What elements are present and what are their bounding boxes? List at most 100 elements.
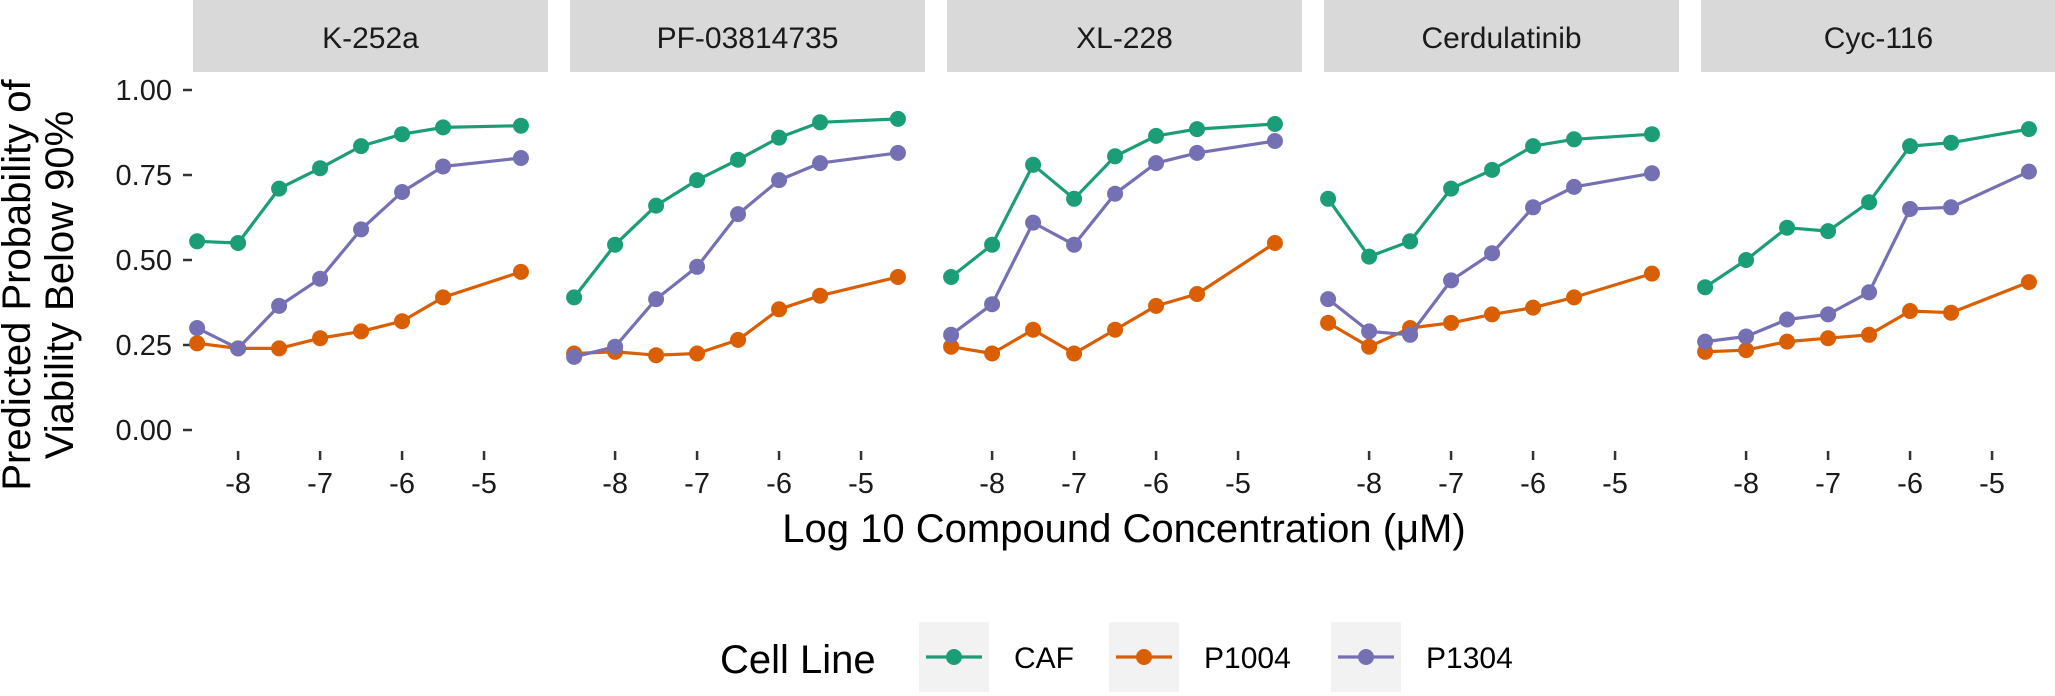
data-point-caf: [1820, 223, 1837, 240]
facet-strip-label: XL-228: [1076, 22, 1173, 55]
data-point-caf: [1697, 279, 1714, 296]
data-point-caf: [730, 151, 747, 168]
data-point-p1004: [1189, 286, 1206, 302]
facet-panel: XL-228 -8 -7 -6 -5: [943, 0, 1302, 500]
x-tick-label: -6: [389, 468, 415, 500]
facet-strip-label: Cyc-116: [1824, 22, 1933, 55]
data-point-caf: [984, 236, 1001, 253]
data-point-p1304: [1320, 291, 1337, 308]
data-point-caf: [1779, 219, 1796, 236]
facet-strip: [570, 0, 925, 72]
data-point-p1004: [312, 330, 329, 347]
facet-strip: [947, 0, 1302, 72]
data-point-caf: [607, 236, 624, 253]
data-point-p1304: [1025, 214, 1042, 231]
data-point-p1304: [1107, 185, 1124, 202]
data-point-p1004: [435, 289, 452, 306]
data-point-caf: [1025, 156, 1042, 173]
x-tick-label: -5: [1225, 468, 1251, 500]
data-point-p1304: [189, 320, 206, 336]
data-point-caf: [689, 172, 706, 189]
data-point-p1004: [1643, 265, 1660, 282]
data-point-p1304: [2020, 163, 2037, 180]
data-point-p1004: [689, 345, 706, 362]
data-point-p1304: [1189, 144, 1206, 161]
x-tick-label: -5: [1979, 468, 2005, 500]
data-point-p1304: [512, 150, 529, 166]
data-point-p1304: [1820, 306, 1837, 323]
data-point-p1004: [353, 323, 370, 340]
data-point-p1304: [353, 221, 370, 238]
data-point-caf: [1566, 131, 1583, 148]
facet-strip: [1324, 0, 1679, 72]
facet-strip-label: K-252a: [322, 22, 419, 55]
data-point-caf: [394, 126, 411, 143]
x-tick-label: -5: [848, 468, 874, 500]
data-point-caf: [1643, 126, 1660, 143]
legend-key-point: [946, 649, 962, 665]
x-tick-label: -8: [979, 468, 1005, 500]
x-tick-label: -6: [1143, 468, 1169, 500]
y-axis-title-line-2: Viability Below 90%: [38, 111, 82, 459]
data-point-p1004: [1320, 314, 1337, 331]
data-point-caf: [230, 235, 247, 251]
data-point-p1304: [1643, 165, 1660, 182]
data-point-caf: [812, 114, 829, 131]
data-point-p1004: [1779, 333, 1796, 350]
data-point-caf: [943, 269, 960, 285]
legend-title: Cell Line: [720, 638, 876, 682]
data-point-caf: [1266, 116, 1283, 132]
data-point-p1004: [1820, 330, 1837, 347]
x-tick-label: -7: [1438, 468, 1464, 500]
data-point-p1004: [1861, 326, 1878, 343]
data-point-caf: [1066, 190, 1083, 207]
data-point-caf: [2020, 121, 2037, 138]
series-line-p1304: [573, 151, 899, 359]
data-point-caf: [1361, 248, 1378, 265]
legend-keys: CAF P1004 P1304: [919, 622, 1513, 692]
data-point-caf: [648, 197, 665, 214]
data-point-p1004: [2020, 274, 2037, 291]
data-point-p1304: [1697, 333, 1714, 350]
x-tick-label: -5: [471, 468, 497, 500]
data-point-p1304: [812, 155, 829, 172]
data-point-p1304: [1861, 284, 1878, 301]
data-point-p1304: [689, 258, 706, 275]
data-point-caf: [312, 160, 329, 177]
legend-key-point: [1358, 649, 1374, 665]
data-point-p1004: [1902, 303, 1919, 319]
data-point-p1304: [230, 340, 247, 357]
data-point-p1304: [730, 206, 747, 223]
x-tick-label: -8: [602, 468, 628, 500]
data-point-caf: [1861, 194, 1878, 211]
data-point-p1304: [271, 297, 288, 314]
data-point-caf: [1402, 233, 1419, 250]
data-point-p1004: [984, 345, 1001, 362]
data-point-p1304: [1066, 236, 1083, 253]
data-point-p1004: [1738, 342, 1755, 359]
data-point-p1004: [1266, 235, 1283, 251]
x-tick-label: -7: [1061, 468, 1087, 500]
y-tick-label: 0.75: [116, 160, 172, 192]
x-tick-label: -7: [307, 468, 333, 500]
x-tick-label: -6: [1520, 468, 1546, 500]
facet-panels: K-252a -8 -7 -6 -5 PF-03814735 -8 -7 -6 -5 XL-228 -…: [189, 0, 2055, 500]
data-point-p1004: [648, 347, 665, 364]
data-point-p1304: [771, 172, 788, 189]
facet-strip: [1701, 0, 2055, 72]
x-tick-label: -7: [1815, 468, 1841, 500]
data-point-caf: [1107, 148, 1124, 165]
legend-key-point: [1136, 649, 1152, 665]
data-point-caf: [1902, 138, 1919, 155]
data-point-p1304: [1402, 326, 1419, 343]
data-point-p1304: [648, 291, 665, 308]
data-point-p1004: [1943, 304, 1960, 321]
data-point-caf: [566, 289, 583, 306]
data-point-p1004: [730, 331, 747, 348]
x-tick-label: -5: [1602, 468, 1628, 500]
facet-strip: [193, 0, 548, 72]
data-point-p1304: [435, 158, 452, 175]
y-axis-title-line-1: Predicted Probability of: [0, 78, 39, 490]
y-axis: 0.00 0.25 0.50 0.75 1.00: [116, 75, 192, 447]
data-point-p1004: [1484, 306, 1501, 323]
